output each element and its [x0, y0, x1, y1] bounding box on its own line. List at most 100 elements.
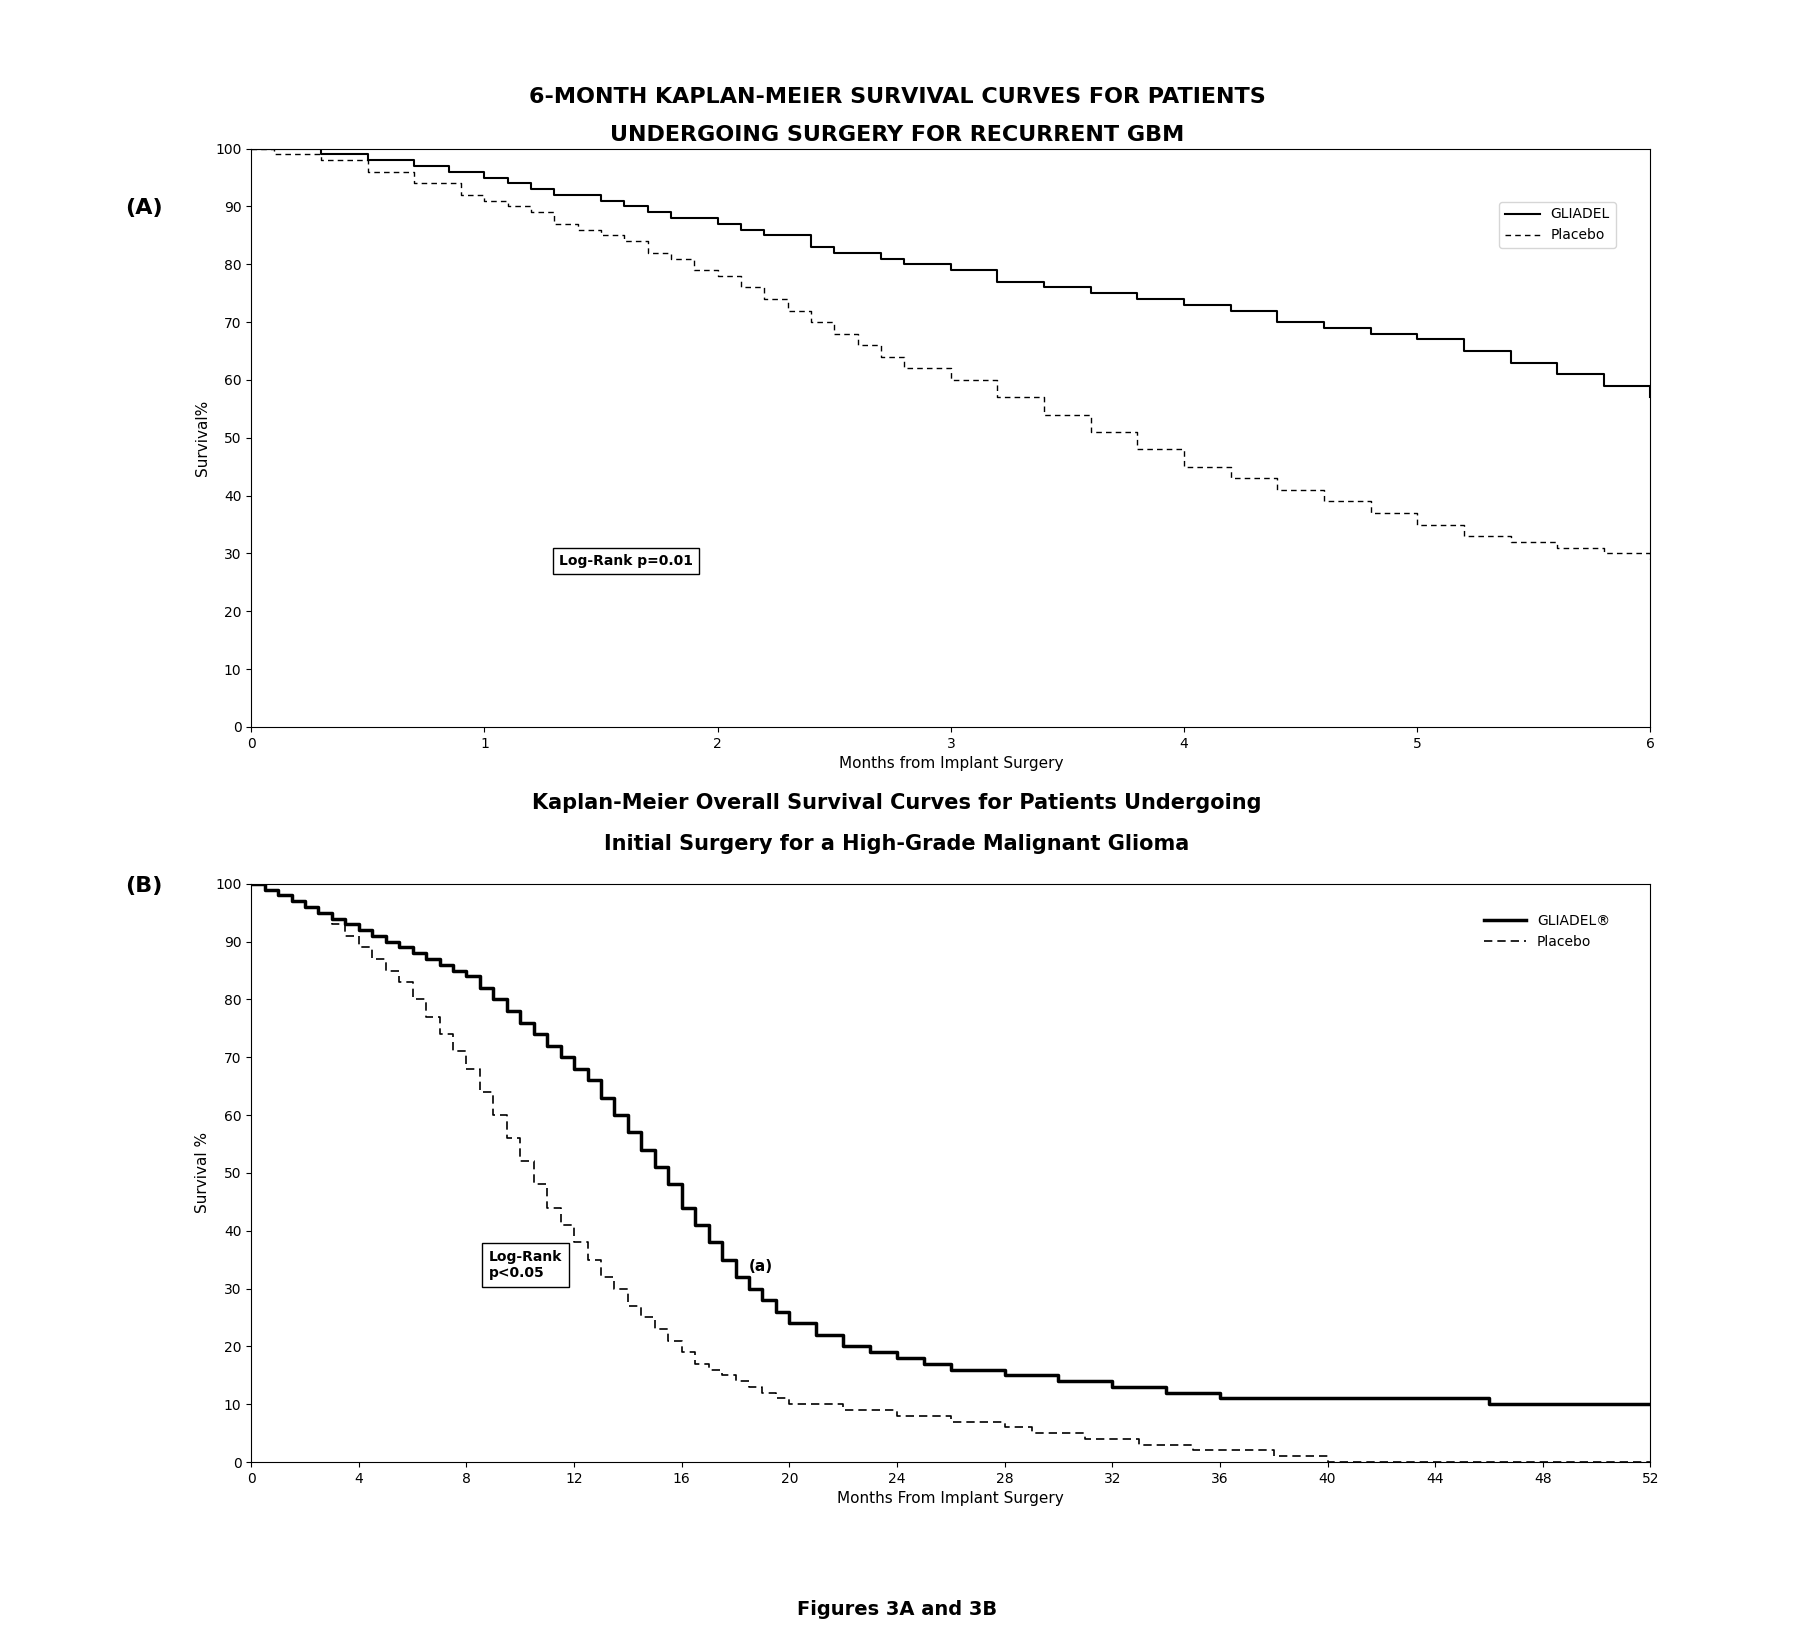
GLIADEL: [1640, 387, 1661, 406]
Text: 6-MONTH KAPLAN-MEIER SURVIVAL CURVES FOR PATIENTS: 6-MONTH KAPLAN-MEIER SURVIVAL CURVES FOR…: [529, 88, 1265, 107]
GLIADEL: [1313, 317, 1335, 337]
GLIADEL: [1406, 329, 1428, 349]
Placebo: [987, 387, 1008, 406]
Placebo: [1220, 468, 1241, 487]
Placebo: [777, 301, 798, 320]
Placebo: [1640, 548, 1661, 568]
Y-axis label: Survival%: Survival%: [194, 400, 210, 476]
Placebo: [603, 1279, 624, 1298]
GLIADEL: [251, 139, 273, 159]
GLIADEL: [310, 144, 332, 164]
GLIADEL: [1546, 363, 1568, 383]
GLIADEL: [1593, 375, 1615, 395]
Placebo: [240, 874, 262, 894]
GLIADEL: [730, 220, 752, 240]
Text: Figures 3A and 3B: Figures 3A and 3B: [797, 1599, 997, 1619]
Text: Log-Rank
p<0.05: Log-Rank p<0.05: [490, 1251, 563, 1280]
Line: Placebo: Placebo: [251, 884, 1650, 1462]
Legend: GLIADEL®, Placebo: GLIADEL®, Placebo: [1478, 909, 1616, 955]
Placebo: [847, 335, 868, 355]
GLIADEL®: [1640, 1394, 1661, 1414]
X-axis label: Months from Implant Surgery: Months from Implant Surgery: [838, 757, 1064, 771]
GLIADEL: [1080, 282, 1102, 302]
Placebo: [730, 278, 752, 297]
GLIADEL: [823, 243, 845, 263]
Placebo: [1546, 537, 1568, 557]
GLIADEL®: [441, 961, 463, 981]
GLIADEL: [474, 167, 495, 187]
GLIADEL®: [603, 1105, 624, 1125]
GLIADEL: [637, 202, 658, 221]
Text: Kaplan-Meier Overall Survival Curves for Patients Undergoing: Kaplan-Meier Overall Survival Curves for…: [533, 793, 1261, 813]
Placebo: [310, 150, 332, 170]
Text: UNDERGOING SURGERY FOR RECURRENT GBM: UNDERGOING SURGERY FOR RECURRENT GBM: [610, 126, 1184, 145]
GLIADEL®: [1478, 1394, 1500, 1414]
Text: (a): (a): [750, 1259, 773, 1274]
Placebo: [870, 347, 892, 367]
Placebo: [1313, 491, 1335, 510]
GLIADEL: [438, 162, 459, 182]
GLIADEL: [800, 236, 822, 256]
Placebo: [544, 213, 565, 233]
Placebo: [684, 1355, 705, 1374]
Placebo: [1033, 405, 1055, 425]
Text: Initial Surgery for a High-Grade Malignant Glioma: Initial Surgery for a High-Grade Maligna…: [605, 834, 1189, 854]
GLIADEL: [893, 254, 915, 274]
GLIADEL: [1033, 278, 1055, 297]
Placebo: [614, 231, 635, 251]
Y-axis label: Survival %: Survival %: [194, 1132, 210, 1214]
Placebo: [940, 370, 962, 390]
Placebo: [567, 220, 588, 240]
Placebo: [1080, 421, 1102, 441]
Placebo: [1173, 456, 1195, 476]
X-axis label: Months From Implant Surgery: Months From Implant Surgery: [838, 1492, 1064, 1507]
Placebo: [707, 266, 728, 286]
GLIADEL: [404, 155, 425, 175]
Placebo: [1360, 502, 1381, 522]
Placebo: [357, 162, 379, 182]
Placebo: [637, 243, 658, 263]
GLIADEL: [1500, 352, 1521, 372]
Placebo: [474, 190, 495, 210]
Placebo: [1406, 514, 1428, 534]
Text: (B): (B): [126, 876, 163, 895]
GLIADEL: [544, 185, 565, 205]
GLIADEL: [240, 139, 262, 159]
Line: Placebo: Placebo: [251, 149, 1650, 558]
Placebo: [1127, 439, 1148, 459]
GLIADEL: [520, 178, 542, 198]
Placebo: [1317, 1452, 1338, 1472]
GLIADEL®: [684, 1216, 705, 1236]
GLIADEL: [1173, 294, 1195, 314]
Placebo: [800, 312, 822, 332]
Text: (A): (A): [126, 198, 163, 218]
Placebo: [753, 289, 775, 309]
Text: Log-Rank p=0.01: Log-Rank p=0.01: [560, 553, 692, 568]
GLIADEL: [870, 248, 892, 268]
Placebo: [441, 1042, 463, 1062]
GLIADEL: [357, 150, 379, 170]
Line: GLIADEL®: GLIADEL®: [251, 884, 1650, 1404]
GLIADEL: [940, 259, 962, 279]
Placebo: [893, 358, 915, 378]
Line: GLIADEL: GLIADEL: [251, 149, 1650, 396]
Placebo: [1182, 1441, 1204, 1460]
Placebo: [1453, 525, 1475, 545]
GLIADEL: [1267, 312, 1288, 332]
GLIADEL: [497, 173, 518, 193]
Placebo: [497, 197, 518, 216]
Placebo: [1593, 544, 1615, 563]
GLIADEL: [707, 213, 728, 233]
Placebo: [590, 225, 612, 244]
Placebo: [1640, 1452, 1661, 1472]
GLIADEL: [1360, 324, 1381, 344]
GLIADEL®: [1532, 1394, 1554, 1414]
Placebo: [1500, 532, 1521, 552]
GLIADEL: [1127, 289, 1148, 309]
GLIADEL: [1220, 301, 1241, 320]
Placebo: [1532, 1452, 1554, 1472]
Placebo: [1267, 479, 1288, 499]
GLIADEL: [660, 208, 682, 228]
Placebo: [684, 259, 705, 279]
Placebo: [520, 202, 542, 221]
